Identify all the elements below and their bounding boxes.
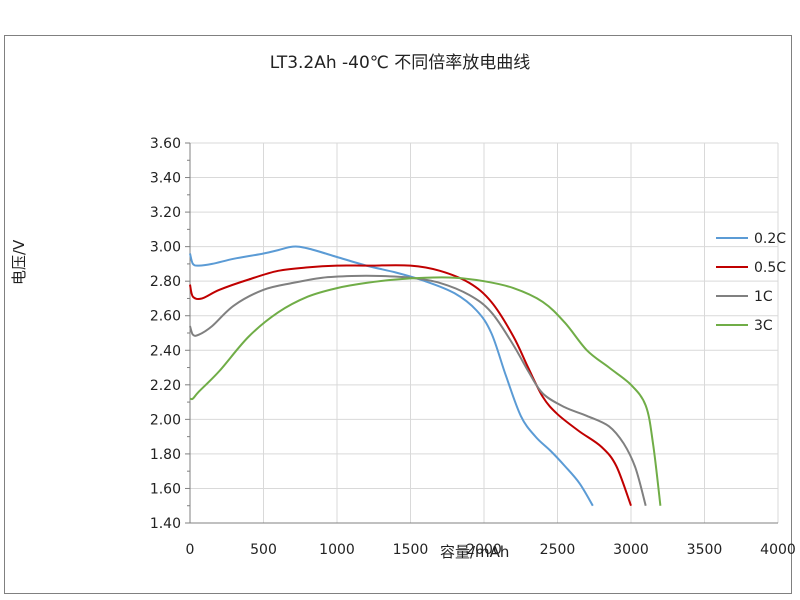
chart-border xyxy=(4,35,792,594)
x-tick-label: 3500 xyxy=(687,542,723,558)
y-tick-label: 2.80 xyxy=(150,274,181,290)
x-tick-label: 2500 xyxy=(540,542,576,558)
y-tick-label: 3.40 xyxy=(150,171,181,187)
series-line-3C xyxy=(189,276,662,506)
legend-label: 0.2C xyxy=(754,231,786,247)
y-tick-label: 3.00 xyxy=(150,240,181,256)
x-tick-label: 2000 xyxy=(466,542,502,558)
series-line-0.5C xyxy=(189,264,632,507)
x-tick-label: 1500 xyxy=(393,542,429,558)
series-line-1C xyxy=(189,274,647,506)
legend-label: 3C xyxy=(754,318,773,334)
x-tick-label: 1000 xyxy=(319,542,355,558)
x-axis-label: 容量/mAh xyxy=(440,543,510,561)
legend-label: 1C xyxy=(754,289,773,305)
legend-label: 0.5C xyxy=(754,260,786,276)
y-tick-label: 2.40 xyxy=(150,343,181,359)
y-tick-label: 2.00 xyxy=(150,412,181,428)
y-tick-label: 3.60 xyxy=(150,136,181,152)
x-tick-label: 0 xyxy=(186,542,195,558)
chart-title: LT3.2Ah -40℃ 不同倍率放电曲线 xyxy=(269,53,531,73)
x-tick-label: 3000 xyxy=(613,542,649,558)
y-tick-label: 1.40 xyxy=(150,516,181,532)
y-tick-label: 1.60 xyxy=(150,481,181,497)
y-tick-label: 2.60 xyxy=(150,309,181,325)
y-tick-label: 1.80 xyxy=(150,447,181,463)
y-tick-label: 2.20 xyxy=(150,378,181,394)
y-tick-label: 3.20 xyxy=(150,205,181,221)
x-tick-label: 4000 xyxy=(760,542,796,558)
series-line-0.2C xyxy=(189,245,594,507)
x-tick-label: 500 xyxy=(250,542,277,558)
